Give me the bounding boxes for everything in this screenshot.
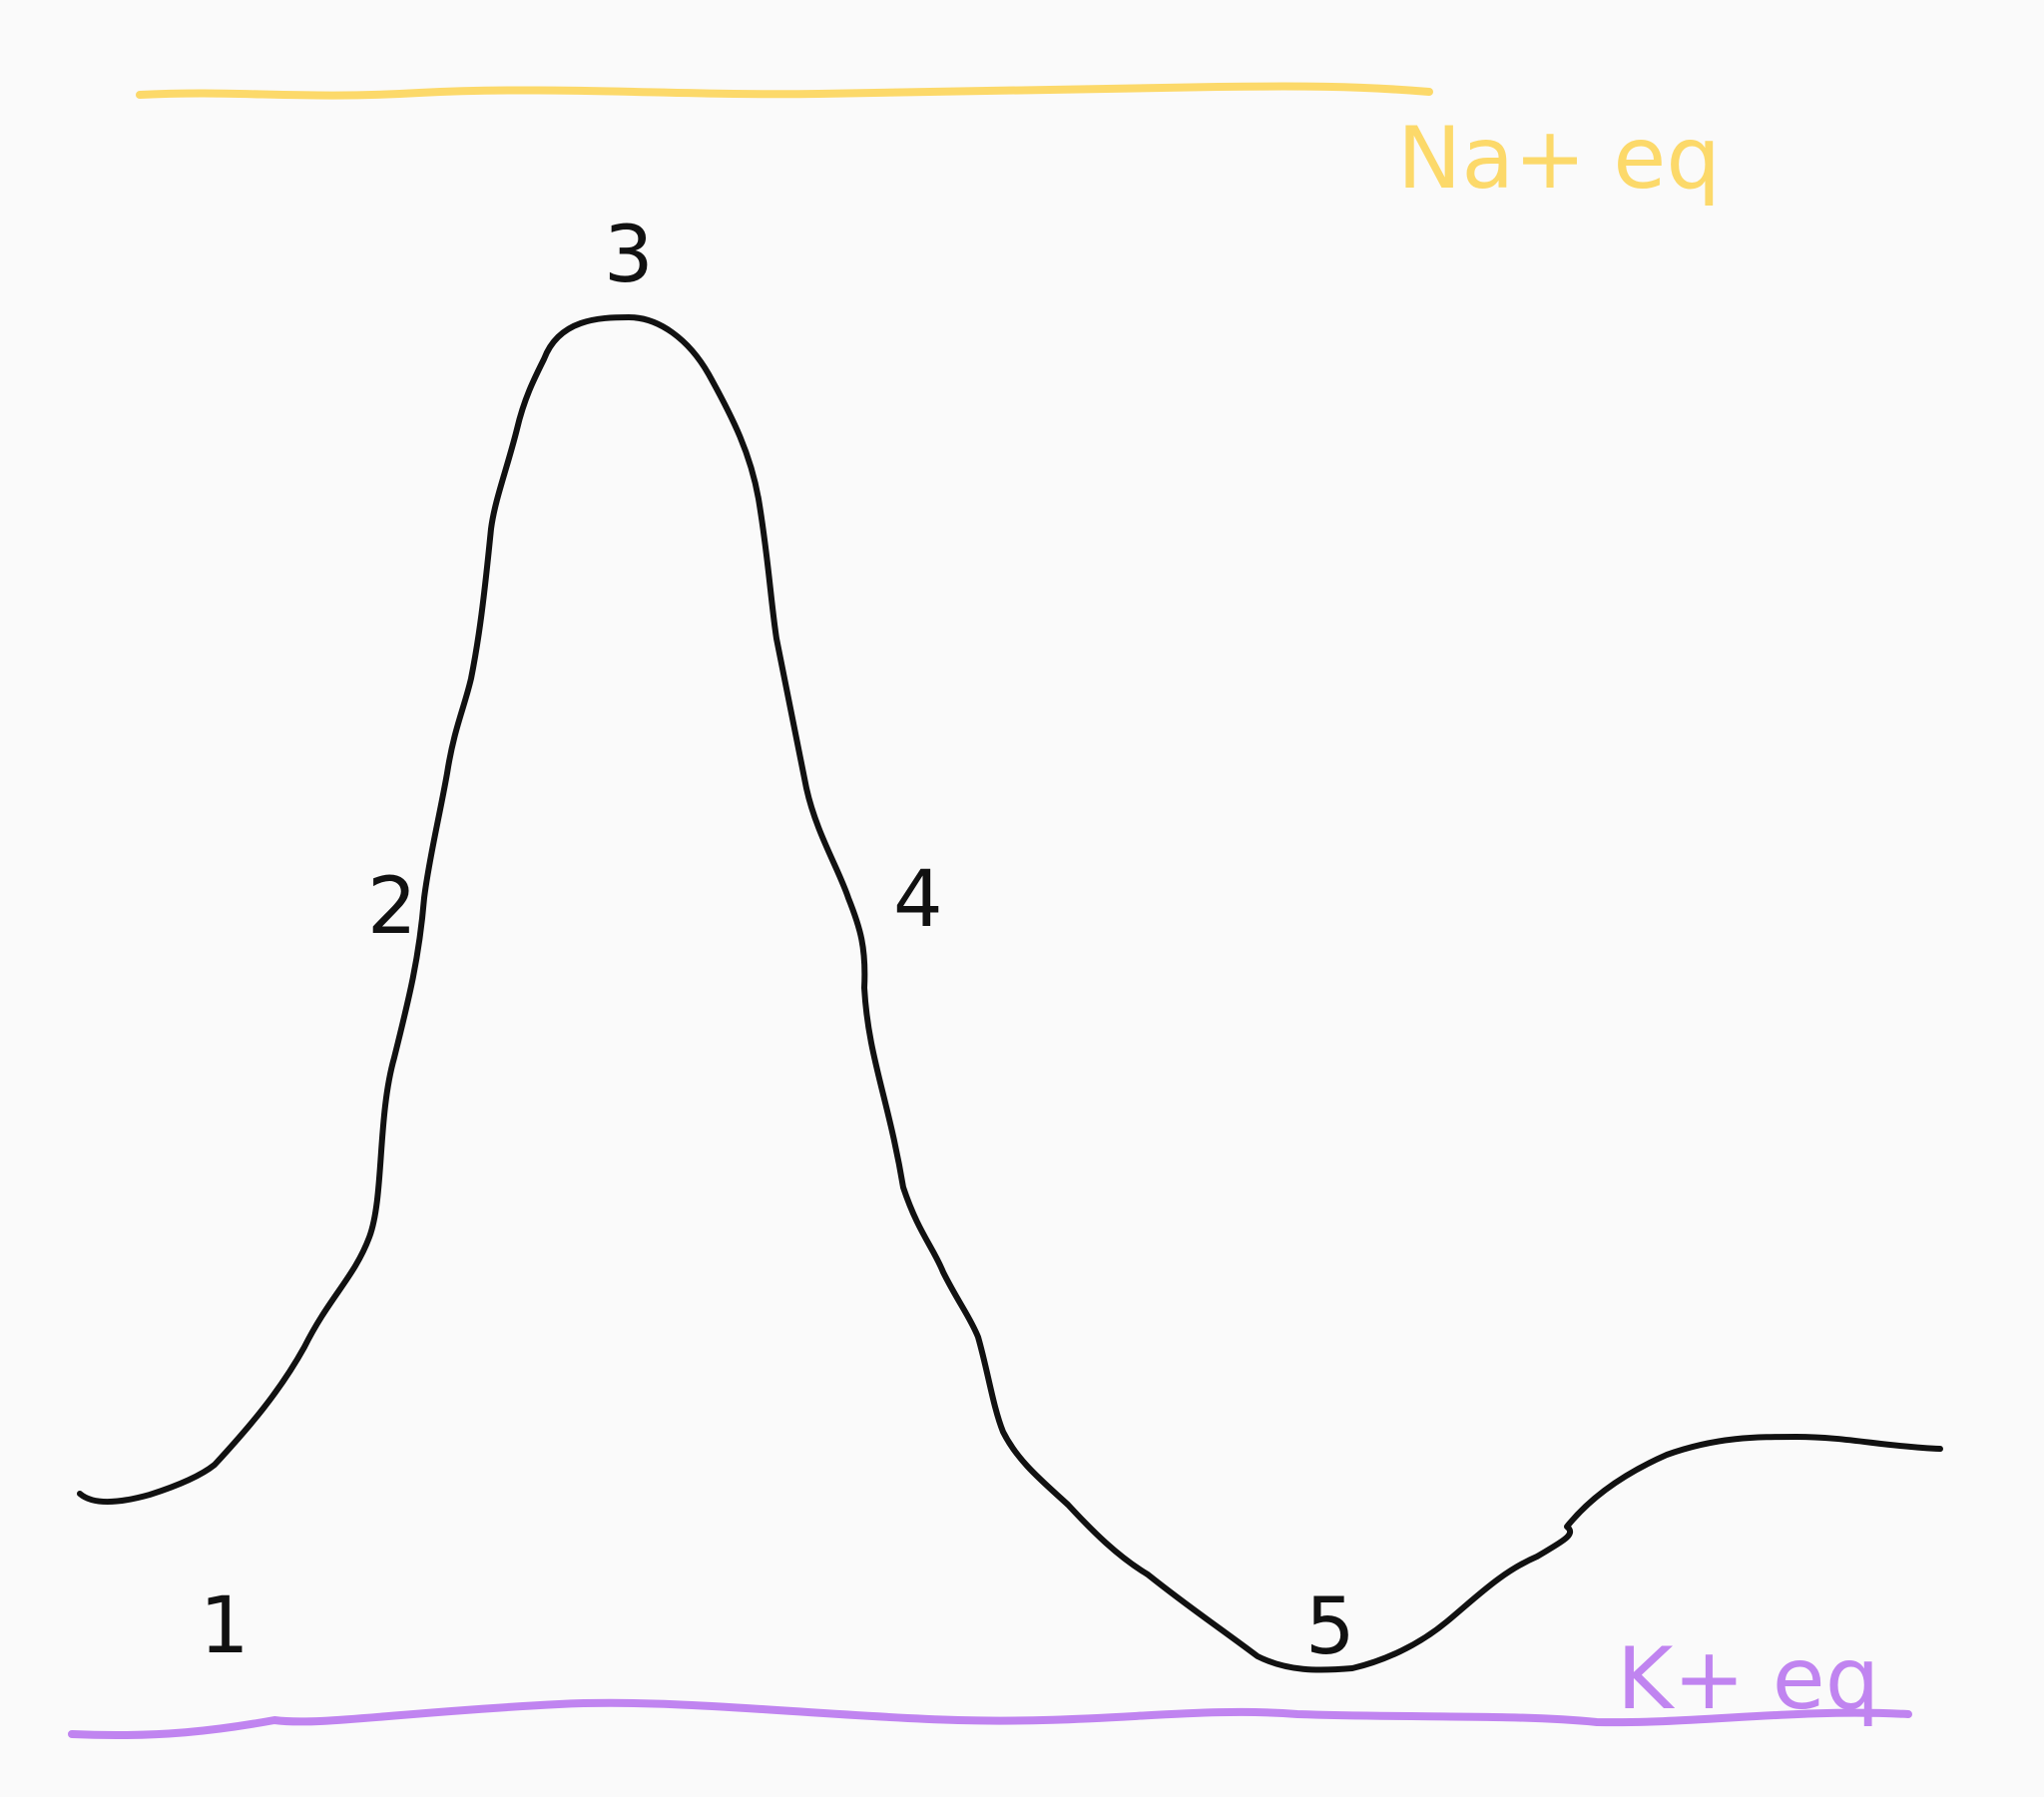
na-equilibrium-label: Na+ eq [1397, 109, 1721, 209]
phase-label-3: 3 [604, 211, 654, 300]
phase-label-4: 4 [893, 855, 943, 945]
k-equilibrium-line [68, 1698, 1912, 1740]
phase-label-1: 1 [200, 1581, 250, 1671]
phase-label-2: 2 [367, 862, 417, 952]
action-potential-curve [77, 314, 1943, 1673]
k-equilibrium-label: K+ eq [1617, 1629, 1879, 1729]
na-equilibrium-line [136, 82, 1433, 100]
phase-label-5: 5 [1305, 1582, 1355, 1672]
